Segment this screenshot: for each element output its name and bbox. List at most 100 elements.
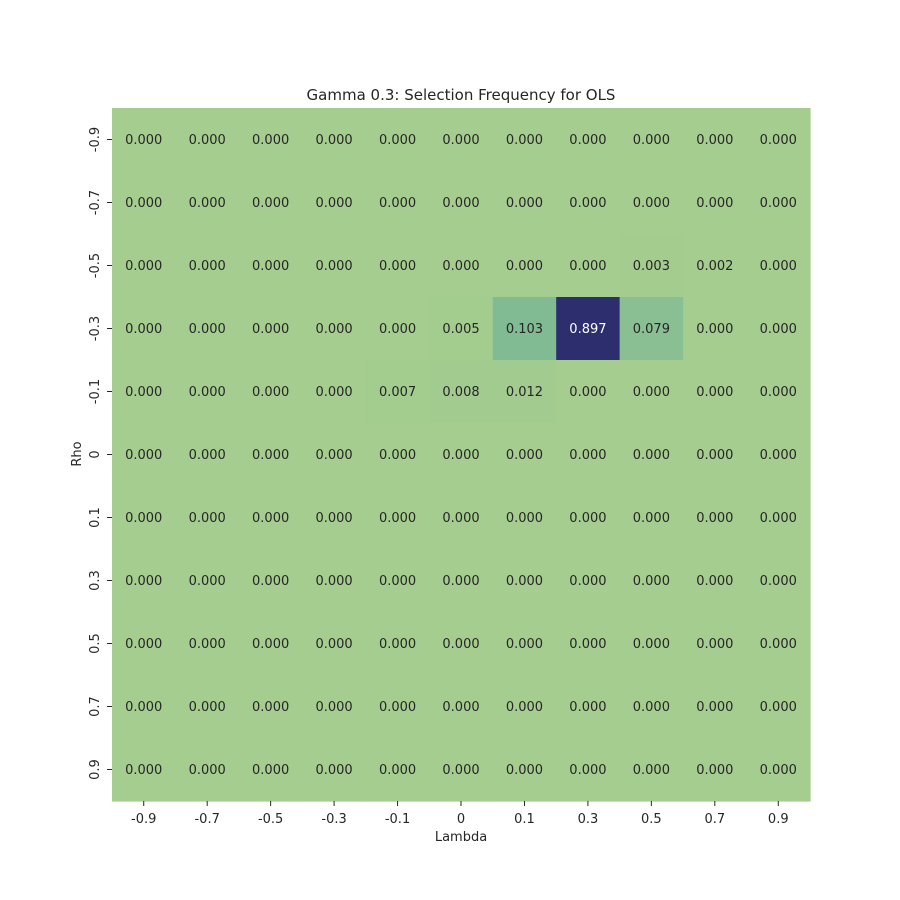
heatmap-cell: [492, 360, 557, 424]
heatmap-cell: [556, 612, 621, 676]
heatmap-cell: [556, 738, 621, 802]
cell-value-label: 0.000: [125, 259, 162, 274]
heatmap-cell: [746, 738, 811, 802]
y-tick-label: -0.1: [88, 379, 103, 404]
heatmap-cell: [365, 675, 430, 739]
heatmap-cell: [112, 486, 177, 550]
cell-value-label: 0.000: [189, 511, 226, 526]
cell-value-label: 0.000: [252, 574, 289, 589]
heatmap-cell: [429, 612, 494, 676]
heatmap-cell: [365, 612, 430, 676]
cell-value-label: 0.000: [379, 700, 416, 715]
cell-value-label: 0.000: [506, 574, 543, 589]
heatmap-cell: [238, 360, 303, 424]
heatmap-cell: [112, 234, 177, 298]
cell-value-label: 0.000: [569, 700, 606, 715]
heatmap-cell: [746, 675, 811, 739]
heatmap-cell: [556, 360, 621, 424]
heatmap-cell: [429, 675, 494, 739]
heatmap-cell: [556, 675, 621, 739]
heatmap-cell: [619, 108, 684, 172]
heatmap-cell: [302, 423, 367, 487]
heatmap-cell: [429, 360, 494, 424]
cell-value-label: 0.012: [506, 385, 543, 400]
cell-value-label: 0.000: [442, 196, 479, 211]
cell-value-label: 0.000: [252, 385, 289, 400]
cell-value-label: 0.000: [569, 448, 606, 463]
cell-value-label: 0.000: [696, 763, 733, 778]
x-tick-label: -0.3: [321, 812, 346, 827]
cell-value-label: 0.000: [379, 196, 416, 211]
heatmap-cell: [492, 612, 557, 676]
y-tick-label: 0.1: [88, 507, 103, 528]
heatmap-cell: [112, 738, 177, 802]
heatmap-cell: [112, 360, 177, 424]
cell-value-label: 0.000: [633, 763, 670, 778]
heatmap-cell: [429, 486, 494, 550]
heatmap-cell: [238, 423, 303, 487]
cell-value-label: 0.000: [315, 637, 352, 652]
cell-value-label: 0.000: [760, 196, 797, 211]
cell-value-label: 0.000: [569, 133, 606, 148]
heatmap-cell: [619, 675, 684, 739]
cell-value-label: 0.000: [506, 448, 543, 463]
cell-value-label: 0.000: [379, 511, 416, 526]
heatmap-cell: [683, 738, 748, 802]
heatmap-cell: [619, 612, 684, 676]
cell-value-label: 0.000: [315, 448, 352, 463]
heatmap-cell: [556, 549, 621, 613]
cell-value-label: 0.000: [696, 574, 733, 589]
heatmap-cell: [365, 549, 430, 613]
heatmap-cell: [302, 297, 367, 361]
heatmap-cell: [365, 234, 430, 298]
cell-value-label: 0.000: [506, 700, 543, 715]
heatmap-cell: [112, 423, 177, 487]
heatmap-cell: [302, 549, 367, 613]
cell-value-label: 0.000: [442, 637, 479, 652]
cell-value-label: 0.000: [569, 196, 606, 211]
cell-value-label: 0.000: [442, 511, 479, 526]
heatmap-cell: [492, 675, 557, 739]
heatmap-cell: [619, 171, 684, 235]
cell-value-label: 0.103: [506, 322, 543, 337]
heatmap-cell: [238, 297, 303, 361]
heatmap-cell: [112, 297, 177, 361]
cell-value-label: 0.000: [633, 385, 670, 400]
cell-value-label: 0.000: [189, 322, 226, 337]
heatmap-cell: [175, 423, 240, 487]
y-tick-label: -0.7: [88, 190, 103, 215]
heatmap-cell: [302, 171, 367, 235]
heatmap-cell-labels: 0.000 0.000 0.000 0.000 0.000 0.000 0.000 0.000…: [125, 133, 797, 778]
cell-value-label: 0.000: [696, 385, 733, 400]
heatmap-cell: [556, 171, 621, 235]
cell-value-label: 0.000: [379, 637, 416, 652]
heatmap-cell: [683, 171, 748, 235]
cell-value-label: 0.000: [189, 700, 226, 715]
cell-value-label: 0.000: [252, 448, 289, 463]
heatmap-cell: [175, 549, 240, 613]
cell-value-label: 0.000: [442, 133, 479, 148]
cell-value-label: 0.000: [760, 574, 797, 589]
heatmap-cell: [492, 423, 557, 487]
heatmap-cell: [492, 108, 557, 172]
cell-value-label: 0.000: [189, 637, 226, 652]
heatmap-cell: [619, 423, 684, 487]
cell-value-label: 0.000: [125, 700, 162, 715]
heatmap-cell: [429, 234, 494, 298]
cell-value-label: 0.000: [696, 511, 733, 526]
heatmap-cell: [238, 612, 303, 676]
cell-value-label: 0.000: [252, 637, 289, 652]
heatmap-cell: [556, 486, 621, 550]
heatmap-cell: [492, 486, 557, 550]
y-tick-label: 0.3: [88, 570, 103, 591]
heatmap-cell: [365, 171, 430, 235]
cell-value-label: 0.000: [252, 259, 289, 274]
heatmap-cell: [683, 612, 748, 676]
heatmap-cell: [746, 549, 811, 613]
heatmap-cell: [112, 549, 177, 613]
heatmap-cell: [238, 171, 303, 235]
x-tick-label: -0.7: [194, 812, 219, 827]
heatmap-cell: [112, 675, 177, 739]
heatmap-cells: [112, 108, 811, 802]
cell-value-label: 0.000: [315, 700, 352, 715]
